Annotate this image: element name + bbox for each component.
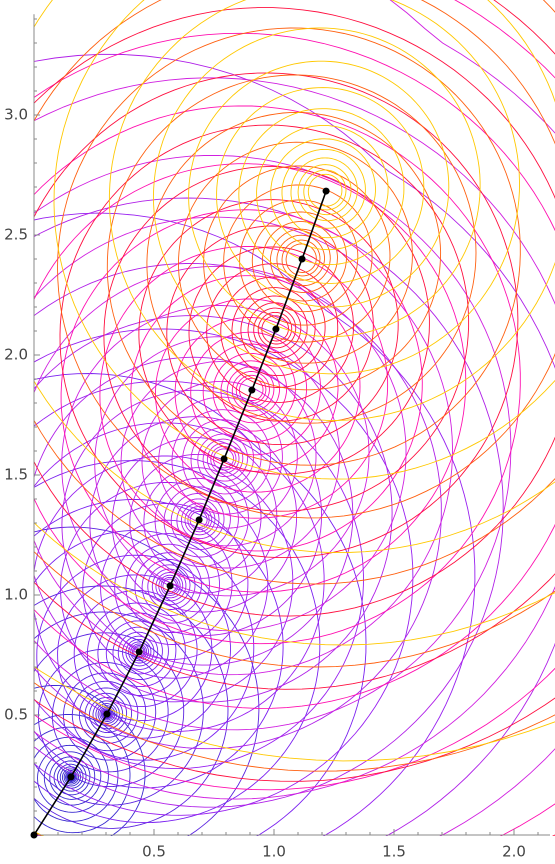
- y-tick-label: 3.0: [4, 106, 28, 124]
- x-tick-label: 0.5: [142, 843, 166, 861]
- point: [272, 325, 280, 333]
- x-tick-label: 1.0: [262, 843, 286, 861]
- point: [248, 386, 256, 394]
- point: [298, 255, 306, 263]
- point: [67, 773, 75, 781]
- point: [322, 187, 330, 195]
- axes: 0.5 1.0 1.5 2.0 0.5 1.0 1.5 2.0 2.5 3.0: [4, 14, 550, 861]
- x-tick-label: 2.0: [502, 843, 526, 861]
- point: [135, 648, 143, 656]
- y-tick-label: 2.5: [4, 226, 28, 244]
- point: [30, 831, 38, 839]
- y-tick-label: 2.0: [4, 346, 28, 364]
- y-tick-label: 0.5: [4, 706, 28, 724]
- point: [220, 455, 228, 463]
- point: [103, 710, 111, 718]
- spiral: [34, 53, 555, 836]
- x-tick-label: 1.5: [382, 843, 406, 861]
- y-tick-label: 1.0: [4, 586, 28, 604]
- point: [195, 516, 203, 524]
- y-tick-label: 1.5: [4, 466, 28, 484]
- point: [166, 582, 174, 590]
- data-line: [30, 187, 330, 839]
